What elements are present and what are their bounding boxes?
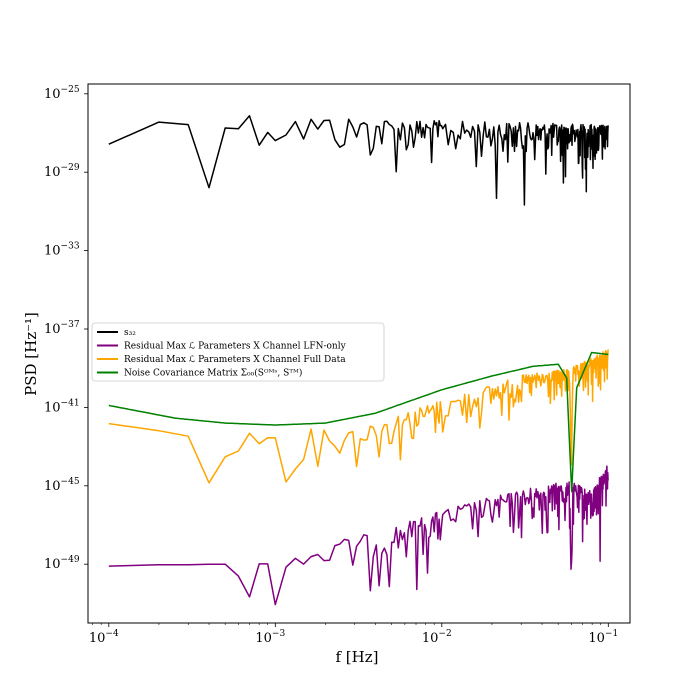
x-tick-label: 10−1	[588, 629, 618, 646]
y-axis: 10−25 10−29 10−33 10−37 10−41 10−45 10−49	[44, 85, 88, 572]
y-tick-label: 10−37	[44, 320, 80, 337]
y-tick-label: 10−41	[44, 398, 80, 415]
series-line-3	[108, 351, 609, 493]
plot-frame	[87, 83, 631, 624]
y-tick-label: 10−49	[44, 555, 80, 572]
x-axis: 10−4 10−3 10−2 10−1	[89, 623, 618, 646]
y-tick-label: 10−25	[44, 85, 80, 102]
x-tick-label: 10−2	[422, 629, 452, 646]
series-line-0	[108, 115, 609, 206]
y-axis-title: PSD [Hz⁻¹]	[22, 312, 40, 396]
legend-label: Residual Max ℒ Parameters X Channel Full…	[124, 355, 346, 365]
y-tick-label: 10−29	[44, 163, 80, 180]
legend-label: Noise Covariance Matrix Σ₀₀(Sᴼᴹˢ, Sᵀᴹ)	[124, 368, 302, 379]
series-line-2	[108, 349, 609, 484]
x-tick-label: 10−3	[255, 629, 285, 646]
y-tick-label: 10−33	[44, 242, 80, 259]
series-line-1	[108, 465, 609, 606]
y-tick-label: 10−45	[44, 477, 80, 494]
series-layer	[108, 115, 609, 606]
legend-label: s₃₂	[124, 328, 136, 338]
x-axis-title: f [Hz]	[335, 648, 378, 666]
legend: s₃₂ Residual Max ℒ Parameters X Channel L…	[91, 322, 385, 382]
x-tick-label: 10−4	[89, 629, 119, 646]
legend-box	[91, 322, 385, 382]
legend-label: Residual Max ℒ Parameters X Channel LFN-…	[124, 342, 347, 352]
